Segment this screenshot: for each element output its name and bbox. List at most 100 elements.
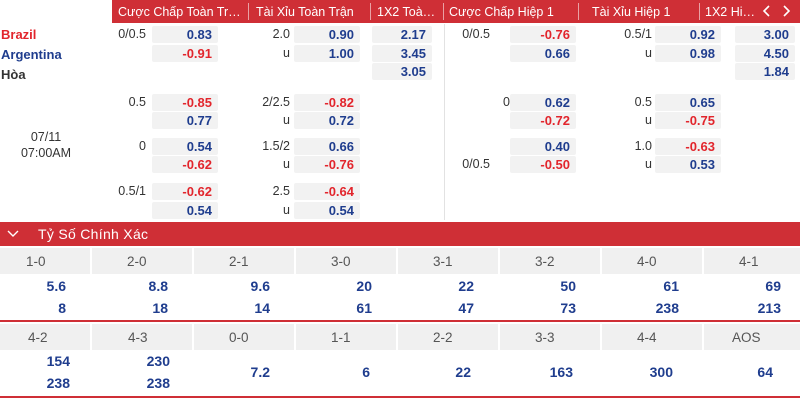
score-odd-away[interactable]: 73 xyxy=(560,300,576,316)
h1-under-odd[interactable]: 0.98 xyxy=(655,45,721,62)
h1-under-label: u xyxy=(645,157,652,171)
under-odd[interactable]: 0.54 xyxy=(294,202,360,219)
score-divider xyxy=(294,324,296,350)
score-odd-away[interactable]: 8 xyxy=(58,300,66,316)
half-divider xyxy=(444,24,445,220)
col-overunder-full[interactable]: Tài Xỉu Toàn Trận xyxy=(256,5,354,19)
h1-handicap-away-odd[interactable]: -0.50 xyxy=(510,156,576,173)
h1-under-label: u xyxy=(645,113,652,127)
header-divider xyxy=(443,3,444,20)
1x2-away-odd[interactable]: 3.45 xyxy=(372,45,432,62)
score-odd-away[interactable]: 238 xyxy=(655,300,679,316)
score-odd-home[interactable]: 9.6 xyxy=(250,278,270,294)
header-divider xyxy=(370,3,371,20)
under-label: u xyxy=(283,113,290,127)
handicap-home-odd[interactable]: 0.54 xyxy=(152,138,218,155)
over-odd[interactable]: 0.90 xyxy=(294,26,360,43)
score-divider xyxy=(600,248,602,274)
over-odd[interactable]: 0.66 xyxy=(294,138,360,155)
score-odd[interactable]: 300 xyxy=(649,364,673,380)
col-1x2-full[interactable]: 1X2 Toàn Trận xyxy=(377,5,439,19)
score-label: 3-0 xyxy=(331,254,351,269)
1x2-home-odd[interactable]: 2.17 xyxy=(372,26,432,43)
total-line: 2/2.5 xyxy=(262,95,290,109)
score-odd[interactable]: 64 xyxy=(757,364,773,380)
score-odd-home[interactable]: 61 xyxy=(663,278,679,294)
h1-total-line: 0.5/1 xyxy=(624,27,652,41)
score-label: 4-0 xyxy=(637,254,657,269)
score-label: 4-2 xyxy=(28,330,48,345)
score-divider xyxy=(702,248,704,274)
exact-score-header[interactable]: Tỷ Số Chính Xác xyxy=(0,222,800,246)
score-odd-away[interactable]: 14 xyxy=(254,300,270,316)
score-divider xyxy=(396,248,398,274)
col-handicap-full[interactable]: Cược Chấp Toàn Trận xyxy=(118,5,242,19)
chevron-right-icon[interactable] xyxy=(779,4,793,18)
h1-1x2-away-odd[interactable]: 4.50 xyxy=(735,45,795,62)
row-divider xyxy=(0,320,800,322)
h1-1x2-draw-odd[interactable]: 1.84 xyxy=(735,63,795,80)
score-odd-home[interactable]: 50 xyxy=(560,278,576,294)
handicap-away-odd[interactable]: -0.91 xyxy=(152,45,218,62)
handicap-away-odd[interactable]: -0.62 xyxy=(152,156,218,173)
home-team: Brazil xyxy=(1,27,37,42)
handicap-home-odd[interactable]: -0.85 xyxy=(152,94,218,111)
under-odd[interactable]: 0.72 xyxy=(294,112,360,129)
h1-over-odd[interactable]: -0.63 xyxy=(655,138,721,155)
score-odd-away[interactable]: 238 xyxy=(46,375,70,391)
header-divider xyxy=(699,3,700,20)
col-1x2-h1[interactable]: 1X2 Hiệp 1 xyxy=(705,5,757,19)
over-odd[interactable]: -0.64 xyxy=(294,183,360,200)
score-odd-away[interactable]: 61 xyxy=(356,300,372,316)
col-handicap-h1[interactable]: Cược Chấp Hiệp 1 xyxy=(449,5,554,19)
score-odd-home[interactable]: 154 xyxy=(46,353,70,369)
h1-under-odd[interactable]: 0.53 xyxy=(655,156,721,173)
exact-score-header-row: 1-0 2-0 2-1 3-0 3-1 3-2 4-0 4-1 xyxy=(0,248,800,274)
score-divider xyxy=(396,324,398,350)
score-odd-home[interactable]: 5.6 xyxy=(46,278,66,294)
h1-handicap-home-odd[interactable]: -0.76 xyxy=(510,26,576,43)
score-odd-away[interactable]: 18 xyxy=(152,300,168,316)
under-odd[interactable]: 1.00 xyxy=(294,45,360,62)
score-odd-home[interactable]: 230 xyxy=(146,353,170,369)
handicap-away-odd[interactable]: 0.54 xyxy=(152,202,218,219)
handicap-away-odd[interactable]: 0.77 xyxy=(152,112,218,129)
over-odd[interactable]: -0.82 xyxy=(294,94,360,111)
under-odd[interactable]: -0.76 xyxy=(294,156,360,173)
score-odd[interactable]: 163 xyxy=(549,364,573,380)
score-odd[interactable]: 22 xyxy=(455,364,471,380)
score-odd-home[interactable]: 20 xyxy=(356,278,372,294)
h1-handicap-away-odd[interactable]: -0.72 xyxy=(510,112,576,129)
handicap-home-odd[interactable]: 0.83 xyxy=(152,26,218,43)
score-odd[interactable]: 6 xyxy=(362,364,370,380)
score-odd-away[interactable]: 238 xyxy=(146,375,170,391)
odds-grid: Brazil Argentina Hòa 07/11 07:00AM 0/0.5… xyxy=(0,24,800,222)
h1-under-odd[interactable]: -0.75 xyxy=(655,112,721,129)
h1-handicap-home-odd[interactable]: 0.62 xyxy=(510,94,576,111)
score-odd-away[interactable]: 213 xyxy=(757,300,781,316)
h1-handicap-away-odd[interactable]: 0.66 xyxy=(510,45,576,62)
under-label: u xyxy=(283,203,290,217)
score-odd-home[interactable]: 22 xyxy=(458,278,474,294)
h1-1x2-home-odd[interactable]: 3.00 xyxy=(735,26,795,43)
score-odd-away[interactable]: 47 xyxy=(458,300,474,316)
under-label: u xyxy=(283,46,290,60)
col-overunder-h1[interactable]: Tài Xỉu Hiệp 1 xyxy=(592,5,671,19)
h1-handicap-home-odd[interactable]: 0.40 xyxy=(510,138,576,155)
chevron-down-icon[interactable] xyxy=(6,226,20,240)
score-odd-home[interactable]: 8.8 xyxy=(148,278,168,294)
score-odd[interactable]: 7.2 xyxy=(250,364,270,380)
match-time: 07:00AM xyxy=(20,146,72,160)
1x2-draw-odd[interactable]: 3.05 xyxy=(372,63,432,80)
header-divider xyxy=(578,3,579,20)
chevron-left-icon[interactable] xyxy=(760,4,774,18)
handicap-line: 0 xyxy=(139,139,146,153)
handicap-line: 0.5 xyxy=(128,95,146,109)
score-odd-home[interactable]: 69 xyxy=(765,278,781,294)
score-divider xyxy=(498,324,500,350)
score-label: 0-0 xyxy=(229,330,249,345)
handicap-home-odd[interactable]: -0.62 xyxy=(152,183,218,200)
score-divider xyxy=(90,248,92,274)
h1-over-odd[interactable]: 0.92 xyxy=(655,26,721,43)
h1-over-odd[interactable]: 0.65 xyxy=(655,94,721,111)
